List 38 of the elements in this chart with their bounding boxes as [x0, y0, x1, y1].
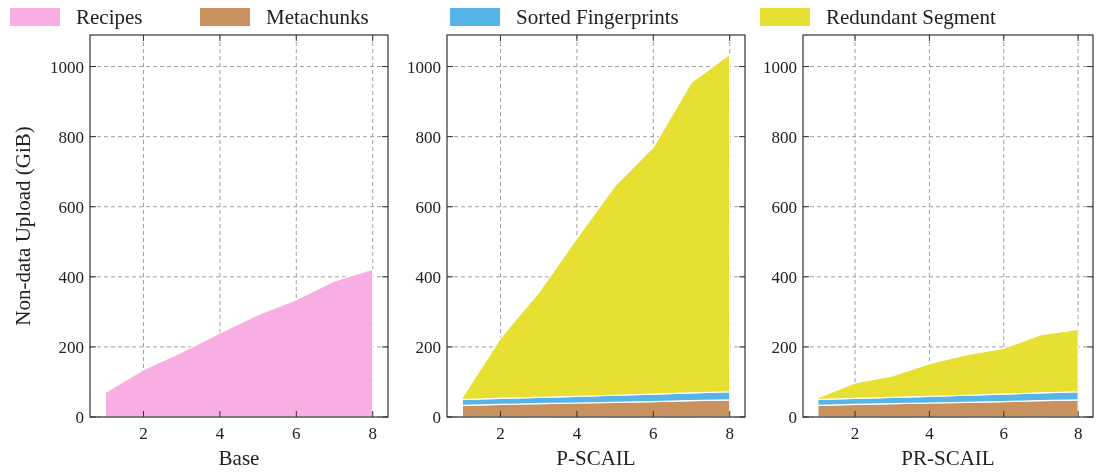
x-tick-label: 2: [139, 424, 148, 443]
y-tick-label: 200: [58, 337, 84, 357]
x-tick-label: 6: [999, 424, 1009, 443]
legend-label: Sorted Fingerprints: [516, 5, 679, 29]
x-tick-label: 6: [292, 424, 301, 443]
x-tick-label: 8: [368, 424, 377, 443]
x-tick-label: 2: [496, 424, 505, 443]
y-tick-label: 600: [771, 197, 797, 217]
y-tick-label: 0: [75, 408, 84, 427]
y-tick-label: 1000: [407, 57, 441, 77]
x-tick-label: 2: [850, 424, 860, 443]
y-tick-label: 400: [415, 267, 441, 287]
legend-label: Redundant Segment: [826, 5, 996, 29]
y-tick-label: 400: [58, 267, 84, 287]
x-tick-label: 4: [925, 424, 935, 443]
x-tick-label: 6: [649, 424, 658, 443]
x-axis-title: P-SCAIL: [556, 446, 636, 470]
y-tick-label: 800: [771, 127, 797, 147]
y-tick-label: 0: [788, 408, 797, 427]
x-tick-label: 4: [572, 424, 582, 443]
y-tick-label: 600: [415, 197, 441, 217]
y-tick-label: 200: [415, 337, 441, 357]
x-axis-title: Base: [218, 446, 260, 470]
x-axis-title: PR-SCAIL: [901, 446, 995, 470]
y-tick-label: 800: [58, 127, 84, 147]
legend-label: Metachunks: [266, 5, 369, 29]
legend-label: Recipes: [76, 5, 143, 29]
y-tick-label: 1000: [763, 57, 797, 77]
y-tick-label: 1000: [50, 57, 84, 77]
y-tick-label: 0: [432, 408, 441, 427]
y-tick-label: 400: [771, 267, 797, 287]
x-tick-label: 8: [1073, 424, 1083, 443]
x-tick-label: 8: [725, 424, 734, 443]
y-axis-title: Non-data Upload (GiB): [11, 126, 35, 326]
y-tick-label: 200: [771, 337, 797, 357]
y-tick-label: 600: [58, 197, 84, 217]
x-tick-label: 4: [215, 424, 225, 443]
y-tick-label: 800: [415, 127, 441, 147]
